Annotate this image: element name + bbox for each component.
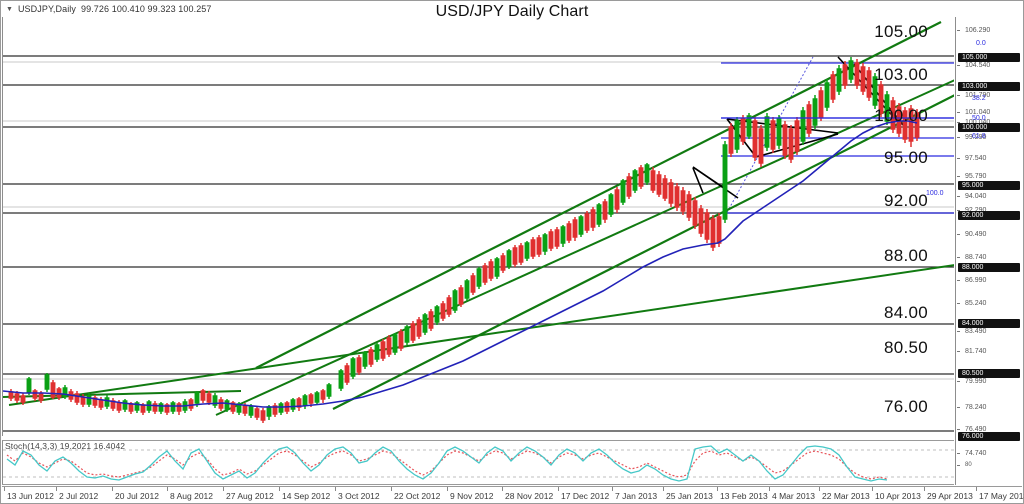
level-label-76: 76.00 — [883, 397, 928, 416]
stochastic-pane[interactable] — [2, 440, 954, 485]
x-tick-17: 29 Apr 2013 — [924, 487, 973, 501]
scale-tick-101790: 101.790 — [956, 91, 1022, 100]
scale-tick-76490: 76.490 — [956, 425, 1022, 434]
fib-label-0: 0.0 — [976, 40, 986, 47]
scale-tick-103000: 103.000 — [958, 82, 1020, 91]
scale-tick-106290: 106.290 — [956, 26, 1022, 35]
triangle-pattern-1 — [692, 166, 739, 199]
level-label-100: 100.00 — [874, 106, 928, 125]
ohlc-values: 99.726 100.410 99.323 100.257 — [81, 4, 212, 14]
time-scale[interactable]: 13 Jun 2012 2 Jul 2012 20 Jul 2012 8 Aug… — [2, 486, 1024, 503]
x-tick-16: 10 Apr 2013 — [872, 487, 921, 501]
scale-tick-94040: 94.040 — [956, 192, 1022, 201]
x-tick-8: 9 Nov 2012 — [446, 487, 494, 501]
x-tick-12: 25 Jan 2013 — [663, 487, 713, 501]
scale-tick-100040: 100.040 — [956, 118, 1022, 127]
x-tick-11: 7 Jan 2013 — [611, 487, 658, 501]
x-tick-15: 22 Mar 2013 — [819, 487, 870, 501]
x-tick-3: 8 Aug 2012 — [166, 487, 214, 501]
x-tick-13: 13 Feb 2013 — [717, 487, 768, 501]
page-title: USD/JPY Daily Chart — [435, 3, 589, 20]
level-label-92: 92.00 — [883, 191, 928, 210]
scale-tick-81740: 81.740 — [956, 347, 1022, 356]
level-label-105: 105.00 — [874, 22, 928, 41]
candlestick-series — [8, 57, 920, 423]
fib-label-100: 100.0 — [926, 190, 944, 197]
fib-label-382: 38.2 — [972, 95, 986, 102]
scale-tick-85240: 85.240 — [956, 299, 1022, 308]
collapse-caret-icon[interactable]: ▼ — [6, 5, 13, 13]
scale-tick-100000: 100.000 — [958, 123, 1020, 132]
scale-tick-105000: 105.000 — [958, 53, 1020, 62]
stoch-level-lines — [3, 449, 954, 478]
x-tick-18: 17 May 2013 — [975, 487, 1024, 501]
x-tick-9: 28 Nov 2012 — [501, 487, 554, 501]
level-label-103: 103.00 — [874, 65, 928, 84]
price-chart-svg — [3, 21, 954, 432]
scale-tick-88740: 88.740 — [956, 253, 1022, 262]
scale-tick-86990: 86.990 — [956, 276, 1022, 285]
level-label-88: 88.00 — [883, 246, 928, 265]
scale-tick-92000: 92.000 — [958, 211, 1020, 220]
scale-tick-78240: 78.240 — [956, 403, 1022, 412]
scale-tick-76000: 76.000 — [958, 432, 1020, 441]
stoch-d-line — [6, 450, 888, 480]
stoch-k-line — [6, 445, 888, 482]
symbol-label: USDJPY,Daily — [17, 4, 76, 14]
scale-tick-95000: 95.000 — [958, 181, 1020, 190]
price-scale[interactable]: 106.290 105.000 104.540 103.000 101.790 … — [955, 17, 1022, 485]
scale-tick-80500: 80.500 — [958, 369, 1020, 378]
x-tick-6: 3 Oct 2012 — [335, 487, 380, 501]
scale-tick-84000: 84.000 — [958, 319, 1020, 328]
x-tick-14: 4 Mar 2013 — [769, 487, 815, 501]
moving-average-line — [3, 120, 918, 408]
level-label-95: 95.00 — [883, 148, 928, 167]
x-tick-4: 27 Aug 2012 — [223, 487, 274, 501]
x-tick-2: 20 Jul 2012 — [112, 487, 159, 501]
fib-label-50: 50.0 — [972, 115, 986, 122]
scale-tick-79990: 79.990 — [956, 377, 1022, 386]
stoch-scale-100: 80 — [956, 461, 1022, 470]
scale-tick-97540: 97.540 — [956, 154, 1022, 163]
quote-bar: ▼ USDJPY,Daily 99.726 100.410 99.323 100… — [1, 1, 1023, 17]
level-label-84: 84.00 — [883, 303, 928, 322]
x-tick-0: 13 Jun 2012 — [4, 487, 54, 501]
x-tick-10: 17 Dec 2012 — [557, 487, 610, 501]
price-chart-pane[interactable]: 105.00 103.00 100.00 95.00 92.00 88.00 8… — [2, 17, 954, 436]
scale-tick-88000: 88.000 — [958, 263, 1020, 272]
level-label-80: 80.50 — [883, 338, 928, 357]
scale-tick-74740: 74.740 — [956, 449, 1022, 458]
fib-label-618: 61.8 — [972, 133, 986, 140]
scale-tick-99290: 99.290 — [956, 133, 1022, 142]
stochastic-svg — [3, 445, 954, 482]
x-tick-1: 2 Jul 2012 — [55, 487, 99, 501]
scale-tick-92290: 92.290 — [956, 206, 1022, 215]
x-tick-7: 22 Oct 2012 — [390, 487, 441, 501]
scale-tick-95790: 95.790 — [956, 172, 1022, 181]
scale-tick-90490: 90.490 — [956, 230, 1022, 239]
scale-tick-104540: 104.540 — [956, 61, 1022, 70]
x-tick-5: 14 Sep 2012 — [278, 487, 331, 501]
scale-tick-83490: 83.490 — [956, 327, 1022, 336]
stochastic-label: Stoch(14,3,3) 19.2021 16.4042 — [5, 441, 126, 451]
scale-tick-101040: 101.040 — [956, 108, 1022, 117]
